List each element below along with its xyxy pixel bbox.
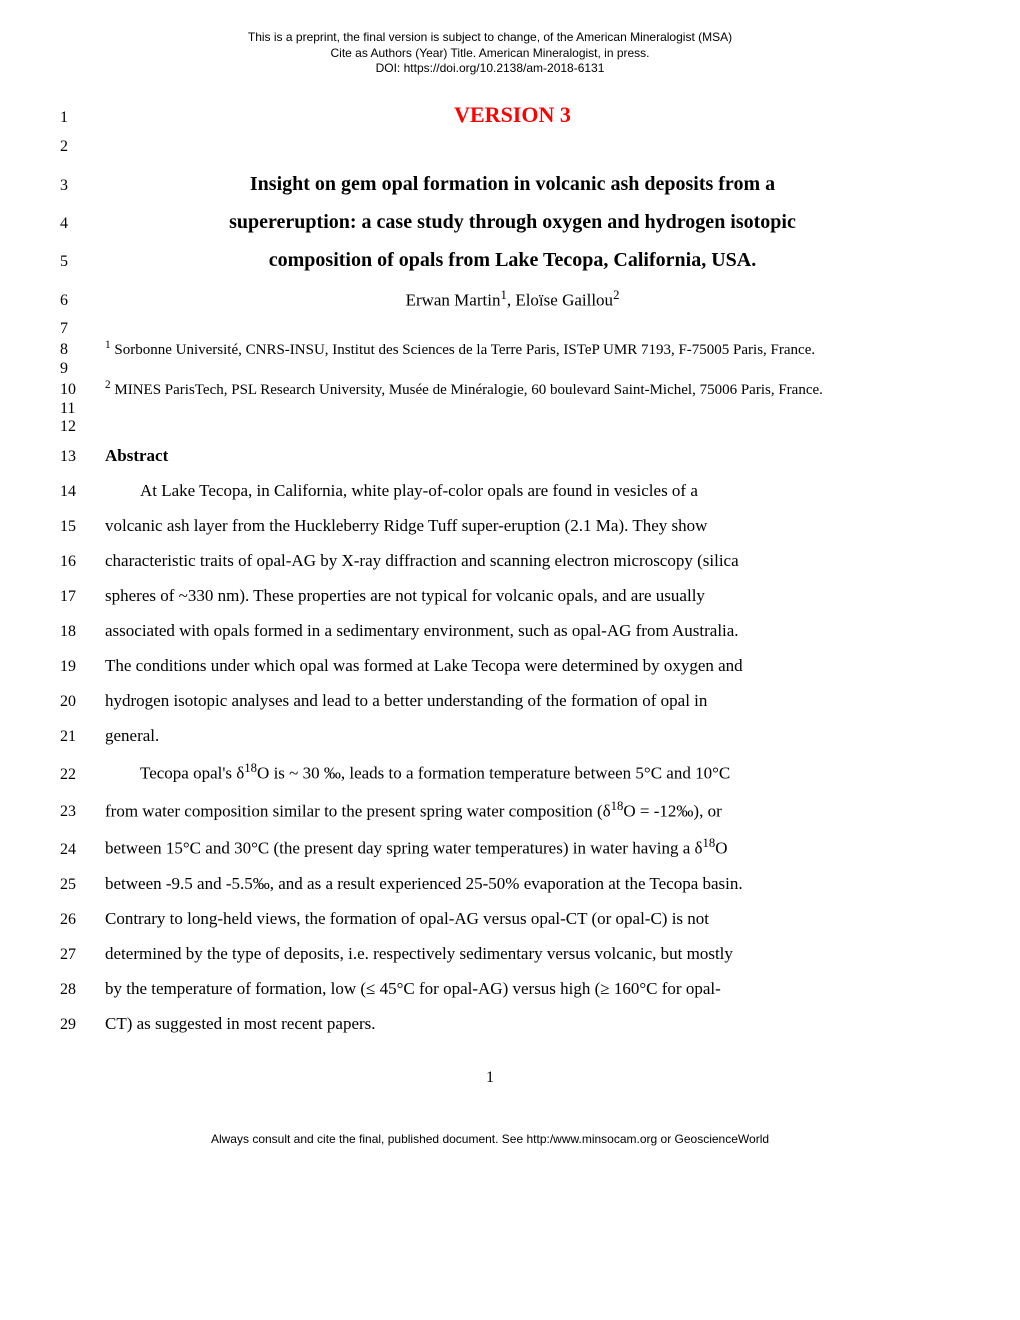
footer-text: Always consult and cite the final, publi… (60, 1132, 920, 1146)
line-number: 19 (60, 658, 105, 676)
line-number: 8 (60, 341, 105, 359)
line-number: 28 (60, 981, 105, 999)
abstract-text: determined by the type of deposits, i.e.… (105, 945, 920, 962)
line-number-group: 8 9 (60, 341, 105, 378)
line-number: 25 (60, 876, 105, 894)
preprint-line2: Cite as Authors (Year) Title. American M… (60, 46, 920, 62)
abstract-text: from water composition similar to the pr… (105, 800, 920, 820)
title-line: Insight on gem opal formation in volcani… (105, 166, 920, 202)
abstract-text: At Lake Tecopa, in California, white pla… (105, 482, 920, 499)
authors: Erwan Martin1, Eloïse Gaillou2 (105, 288, 920, 311)
line-number: 22 (60, 766, 105, 784)
abstract-text: hydrogen isotopic analyses and lead to a… (105, 692, 920, 709)
line-number: 17 (60, 588, 105, 606)
abstract-text: CT) as suggested in most recent papers. (105, 1015, 920, 1032)
line-number: 27 (60, 946, 105, 964)
line-number: 16 (60, 553, 105, 571)
line-number: 26 (60, 911, 105, 929)
abstract-text: associated with opals formed in a sedime… (105, 622, 920, 639)
line-number: 21 (60, 728, 105, 746)
abstract-text: by the temperature of formation, low (≤ … (105, 980, 920, 997)
line-number: 23 (60, 803, 105, 821)
version-label: VERSION 3 (105, 102, 920, 128)
line-number: 20 (60, 693, 105, 711)
line-number-group: 10 11 (60, 381, 105, 418)
abstract-text: characteristic traits of opal-AG by X-ra… (105, 552, 920, 569)
preprint-line1: This is a preprint, the final version is… (60, 30, 920, 46)
line-number: 15 (60, 518, 105, 536)
line-number: 1 (60, 109, 105, 127)
affiliation-1: 1 Sorbonne Université, CNRS-INSU, Instit… (105, 338, 920, 361)
abstract-text: volcanic ash layer from the Huckleberry … (105, 517, 920, 534)
page-number: 1 (60, 1069, 920, 1087)
abstract-heading: Abstract (105, 446, 920, 466)
line-number: 7 (60, 320, 105, 338)
abstract-text: general. (105, 727, 920, 744)
preprint-header: This is a preprint, the final version is… (60, 30, 920, 77)
abstract-text: Contrary to long-held views, the formati… (105, 910, 920, 927)
abstract-text: between -9.5 and -5.5‰, and as a result … (105, 875, 920, 892)
title-line: composition of opals from Lake Tecopa, C… (105, 242, 920, 278)
line-number: 5 (60, 253, 105, 271)
affiliation-2: 2 MINES ParisTech, PSL Research Universi… (105, 378, 920, 401)
line-number: 24 (60, 841, 105, 859)
abstract-text: Tecopa opal's δ18O is ~ 30 ‰, leads to a… (105, 762, 920, 782)
line-number: 11 (60, 400, 105, 418)
line-number: 29 (60, 1016, 105, 1034)
line-number: 12 (60, 418, 105, 436)
line-number: 13 (60, 448, 105, 466)
line-number: 4 (60, 215, 105, 233)
line-number: 6 (60, 292, 105, 310)
line-number: 10 (60, 381, 105, 399)
line-number: 2 (60, 138, 105, 156)
abstract-text: The conditions under which opal was form… (105, 657, 920, 674)
line-number: 3 (60, 177, 105, 195)
line-number: 9 (60, 360, 105, 378)
abstract-text: spheres of ~330 nm). These properties ar… (105, 587, 920, 604)
line-number: 18 (60, 623, 105, 641)
abstract-text: between 15°C and 30°C (the present day s… (105, 837, 920, 857)
title-line: supereruption: a case study through oxyg… (105, 204, 920, 240)
line-number: 14 (60, 483, 105, 501)
preprint-line3: DOI: https://doi.org/10.2138/am-2018-613… (60, 61, 920, 77)
